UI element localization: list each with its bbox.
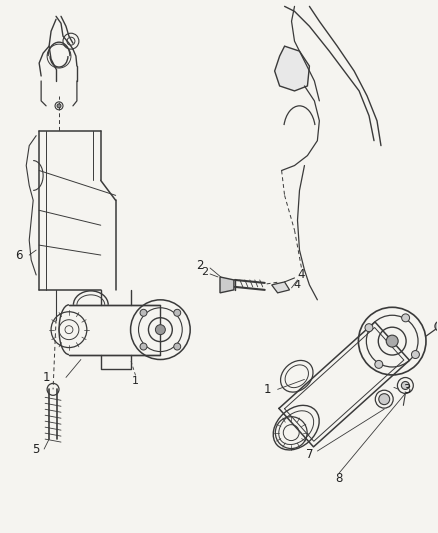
Circle shape: [365, 324, 373, 332]
Circle shape: [140, 343, 147, 350]
Text: 2: 2: [196, 259, 204, 271]
Circle shape: [155, 325, 165, 335]
Text: 1: 1: [264, 383, 272, 396]
Circle shape: [140, 309, 147, 316]
Circle shape: [375, 360, 383, 368]
Circle shape: [174, 343, 181, 350]
Text: 7: 7: [306, 448, 313, 461]
Circle shape: [57, 104, 61, 108]
Circle shape: [379, 394, 390, 405]
Polygon shape: [220, 277, 234, 293]
Text: 4: 4: [293, 280, 300, 290]
Text: 5: 5: [32, 442, 40, 456]
Text: 1: 1: [132, 376, 139, 386]
Text: 1: 1: [42, 371, 50, 384]
Circle shape: [435, 321, 438, 331]
Circle shape: [174, 309, 181, 316]
Circle shape: [276, 285, 283, 292]
Circle shape: [386, 335, 398, 347]
Text: 2: 2: [201, 267, 208, 277]
Circle shape: [402, 314, 410, 322]
Circle shape: [401, 382, 410, 390]
Text: 6: 6: [15, 248, 23, 262]
Polygon shape: [275, 46, 309, 91]
Text: 3: 3: [403, 383, 410, 396]
Text: 8: 8: [336, 472, 343, 486]
Circle shape: [411, 351, 420, 359]
Text: 4: 4: [298, 269, 305, 281]
Polygon shape: [272, 282, 290, 293]
